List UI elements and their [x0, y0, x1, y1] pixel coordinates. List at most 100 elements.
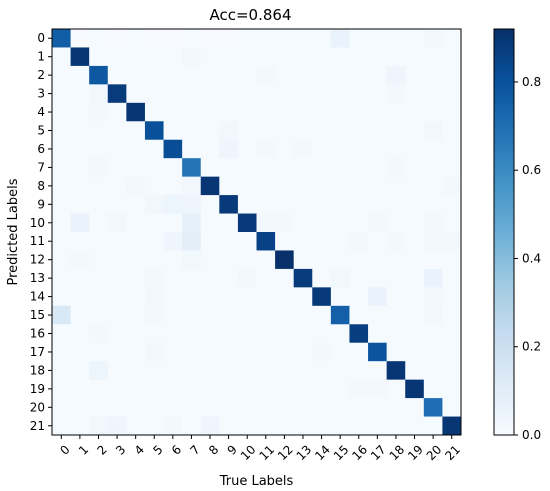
- heatmap-cell-2-6: [163, 65, 183, 85]
- heatmap-cell-1-7: [182, 47, 202, 67]
- heatmap-cell-12-18: [386, 250, 406, 270]
- heatmap-cell-11-11: [256, 232, 276, 251]
- heatmap-cell-0-19: [405, 29, 425, 48]
- heatmap-cell-6-14: [312, 139, 332, 159]
- heatmap-cell-16-6: [163, 324, 183, 344]
- heatmap-cell-15-13: [293, 305, 313, 325]
- heatmap-cell-20-5: [144, 398, 164, 417]
- heatmap-cell-10-15: [330, 213, 350, 233]
- heatmap-cell-2-15: [330, 65, 350, 85]
- heatmap-cell-13-9: [219, 268, 239, 288]
- heatmap-cell-2-20: [423, 65, 443, 85]
- heatmap-cell-11-0: [52, 232, 71, 251]
- heatmap-cell-0-16: [349, 29, 369, 48]
- heatmap-cell-21-0: [52, 416, 71, 436]
- heatmap-cell-1-16: [349, 47, 369, 67]
- heatmap-cell-2-21: [442, 65, 462, 85]
- heatmap-cell-14-4: [126, 287, 146, 307]
- heatmap-cell-17-4: [126, 342, 146, 362]
- heatmap-cell-15-21: [442, 305, 462, 325]
- heatmap-cell-19-16: [349, 379, 369, 399]
- heatmap-cell-16-9: [219, 324, 239, 344]
- heatmap-cell-1-13: [293, 47, 313, 67]
- heatmap-cell-21-9: [219, 416, 239, 436]
- heatmap-cells: [52, 29, 462, 436]
- heatmap-cell-2-8: [200, 65, 220, 85]
- heatmap-cell-4-8: [200, 102, 220, 122]
- heatmap-cell-6-1: [70, 139, 90, 159]
- x-tick-label: 21: [442, 442, 463, 463]
- heatmap-cell-3-10: [237, 84, 257, 104]
- heatmap-cell-5-4: [126, 121, 146, 141]
- heatmap-cell-2-7: [182, 65, 202, 85]
- heatmap-cell-0-7: [182, 29, 202, 48]
- heatmap-cell-16-8: [200, 324, 220, 344]
- heatmap-cell-8-16: [349, 176, 369, 196]
- heatmap-cell-2-19: [405, 65, 425, 85]
- heatmap-cell-0-21: [442, 29, 462, 48]
- heatmap-cell-18-10: [237, 361, 257, 381]
- heatmap-cell-21-8: [200, 416, 220, 436]
- heatmap-cell-7-1: [70, 158, 90, 178]
- heatmap-cell-16-20: [423, 324, 443, 344]
- heatmap-cell-19-19: [405, 379, 425, 399]
- heatmap-cell-17-17: [368, 342, 388, 362]
- heatmap-cell-17-11: [256, 342, 276, 362]
- heatmap-cell-11-5: [144, 232, 164, 251]
- heatmap-cell-8-0: [52, 176, 71, 196]
- heatmap-cell-15-6: [163, 305, 183, 325]
- heatmap-cell-5-18: [386, 121, 406, 141]
- heatmap-cell-0-12: [275, 29, 295, 48]
- heatmap-cell-11-2: [89, 232, 109, 251]
- heatmap-cell-14-19: [405, 287, 425, 307]
- heatmap-cell-16-21: [442, 324, 462, 344]
- y-tick-label: 21: [30, 419, 45, 433]
- heatmap-cell-10-11: [256, 213, 276, 233]
- heatmap-cell-2-4: [126, 65, 146, 85]
- heatmap-cell-4-4: [126, 102, 146, 122]
- heatmap-cell-7-21: [442, 158, 462, 178]
- heatmap-cell-20-21: [442, 398, 462, 417]
- heatmap-cell-19-1: [70, 379, 90, 399]
- plot-frame: [51, 28, 462, 436]
- y-tick-label: 3: [37, 87, 45, 101]
- heatmap-cell-3-1: [70, 84, 90, 104]
- heatmap-cell-2-12: [275, 65, 295, 85]
- heatmap-cell-13-7: [182, 268, 202, 288]
- heatmap-cell-0-11: [256, 29, 276, 48]
- heatmap-cell-5-2: [89, 121, 109, 141]
- y-tick-label: 6: [37, 142, 45, 156]
- heatmap-cell-10-16: [349, 213, 369, 233]
- heatmap-cell-17-5: [144, 342, 164, 362]
- heatmap-cell-14-11: [256, 287, 276, 307]
- heatmap-cell-11-3: [107, 232, 127, 251]
- heatmap-cell-14-9: [219, 287, 239, 307]
- heatmap-cell-11-20: [423, 232, 443, 251]
- heatmap-cell-8-4: [126, 176, 146, 196]
- heatmap-cell-3-19: [405, 84, 425, 104]
- heatmap-cell-14-16: [349, 287, 369, 307]
- heatmap-cell-12-15: [330, 250, 350, 270]
- heatmap-cell-9-1: [70, 195, 90, 214]
- heatmap-cell-21-6: [163, 416, 183, 436]
- heatmap-cell-8-21: [442, 176, 462, 196]
- heatmap-cell-18-15: [330, 361, 350, 381]
- heatmap-cell-7-9: [219, 158, 239, 178]
- x-tick-label: 19: [405, 442, 426, 463]
- heatmap-cell-3-13: [293, 84, 313, 104]
- heatmap-cell-21-13: [293, 416, 313, 436]
- heatmap-cell-10-18: [386, 213, 406, 233]
- heatmap-cell-4-13: [293, 102, 313, 122]
- heatmap-cell-4-19: [405, 102, 425, 122]
- heatmap-cell-14-15: [330, 287, 350, 307]
- heatmap-cell-20-14: [312, 398, 332, 417]
- heatmap-cell-3-4: [126, 84, 146, 104]
- heatmap-cell-8-5: [144, 176, 164, 196]
- heatmap-cell-13-18: [386, 268, 406, 288]
- y-tick-label: 13: [30, 271, 45, 285]
- heatmap-cell-8-13: [293, 176, 313, 196]
- heatmap-cell-1-20: [423, 47, 443, 67]
- heatmap-cell-10-7: [182, 213, 202, 233]
- y-tick-label: 4: [37, 105, 45, 119]
- heatmap-cell-11-12: [275, 232, 295, 251]
